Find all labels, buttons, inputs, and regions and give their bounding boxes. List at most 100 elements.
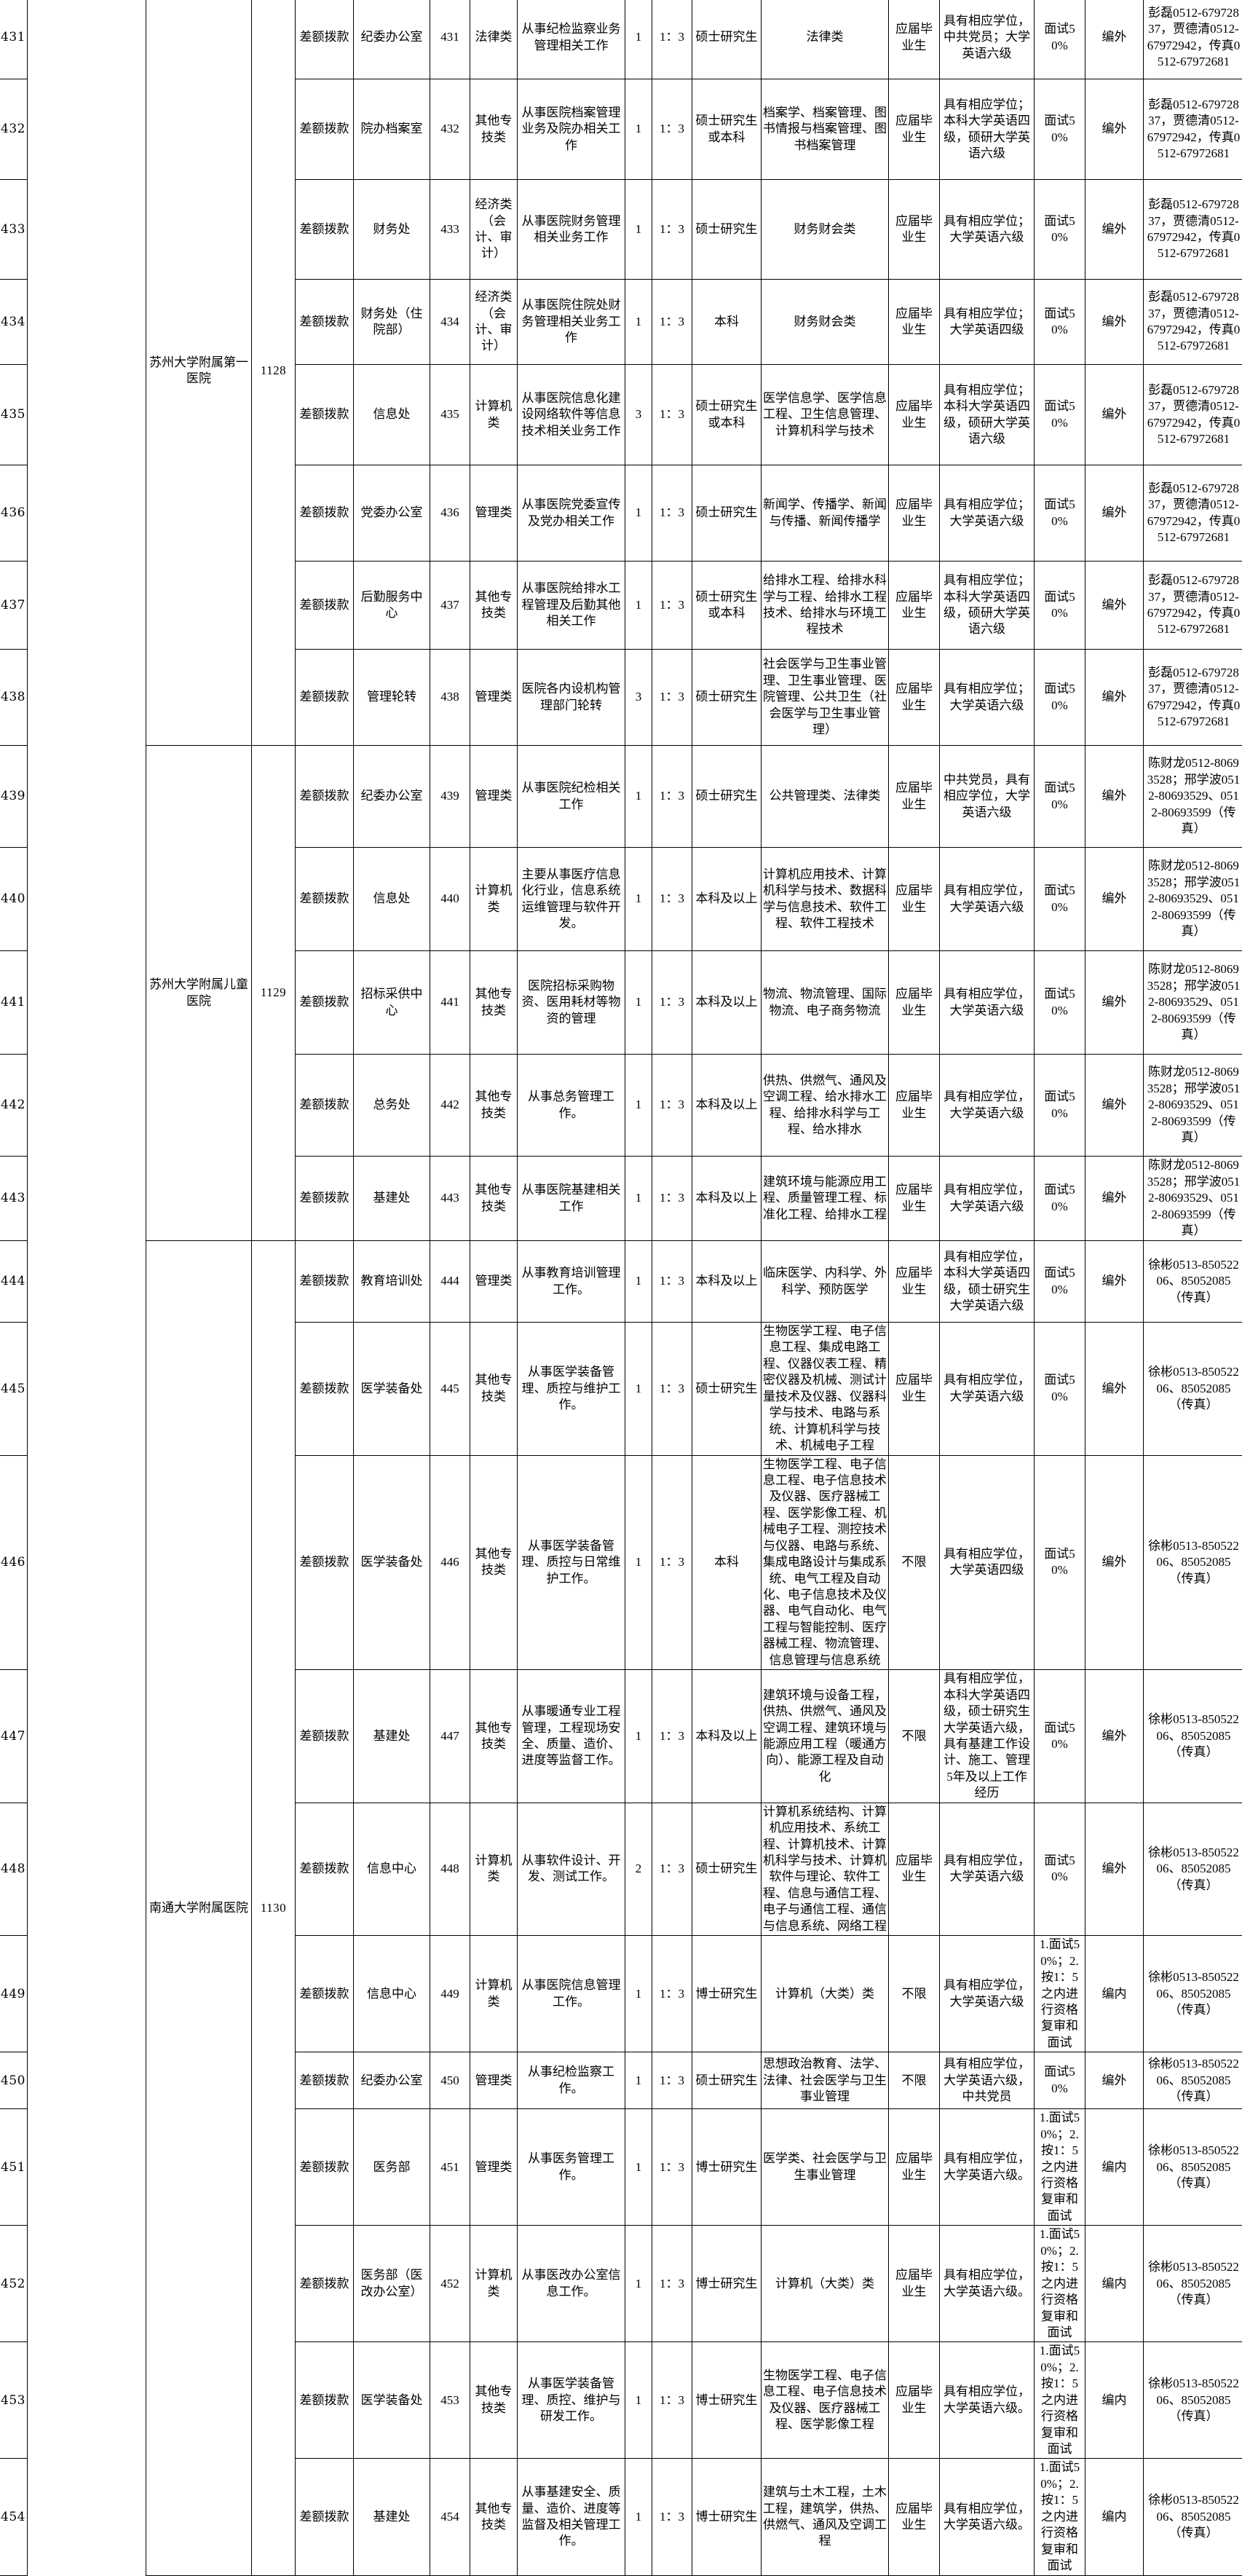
cell-exam-form: 面试50% [1035,2052,1085,2109]
cell-funding-type: 差额拨款 [296,1936,354,2052]
cell-funding-type: 差额拨款 [296,1157,354,1241]
cell-other-requirements: 具有相应学位；大学英语六级 [940,650,1035,746]
cell-job-code: 442 [430,1055,470,1157]
cell-funding-type: 差额拨款 [296,2052,354,2109]
cell-funding-type: 差额拨款 [296,2109,354,2226]
cell-other-requirements: 具有相应学位；大学英语四级 [940,280,1035,365]
cell-other-requirements: 具有相应学位，大学英语六级 [940,1055,1035,1157]
cell-row-number: 454 [0,2459,28,2575]
cell-graduate-type: 应届毕业生 [889,951,940,1055]
cell-org-name: 南通大学附属医院 [146,1241,252,2576]
cell-education: 硕士研究生 [692,746,762,848]
cell-job-duty: 从事医院档案管理业务及院办相关工作 [518,79,625,180]
cell-exam-ratio: 1：3 [652,2342,692,2459]
cell-openings-count: 1 [625,1455,652,1670]
cell-department: 总务处 [354,1055,430,1157]
cell-education: 硕士研究生 [692,1803,762,1936]
cell-exam-ratio: 1：3 [652,465,692,562]
cell-parent-unit-merged [28,0,146,2575]
cell-other-requirements: 具有相应学位，大学英语六级。 [940,2459,1035,2575]
cell-other-requirements: 具有相应学位，大学英语六级。 [940,2342,1035,2459]
cell-other-requirements: 具有相应学位；本科大学英语四级，硕研大学英语六级 [940,79,1035,180]
cell-job-duty: 从事暖通专业工程管理，工程现场安全、质量、造价、进度等监督工作。 [518,1670,625,1803]
cell-job-duty: 从事医务管理工作。 [518,2109,625,2226]
cell-education: 硕士研究生 [692,2052,762,2109]
cell-exam-ratio: 1：3 [652,1241,692,1323]
cell-row-number: 448 [0,1803,28,1936]
cell-exam-ratio: 1：3 [652,1323,692,1456]
cell-exam-form: 面试50% [1035,280,1085,365]
cell-job-code: 448 [430,1803,470,1936]
cell-majors: 财务财会类 [762,180,889,280]
cell-job-code: 440 [430,848,470,951]
cell-graduate-type: 不限 [889,2052,940,2109]
cell-job-duty: 从事医学装备管理、质控、维护与研发工作。 [518,2342,625,2459]
cell-majors: 建筑环境与能源应用工程、质量管理工程、标准化工程、给排水工程 [762,1157,889,1241]
cell-graduate-type: 应届毕业生 [889,180,940,280]
cell-department: 信息中心 [354,1803,430,1936]
cell-staffing-note: 编外 [1085,365,1144,465]
cell-openings-count: 1 [625,2342,652,2459]
cell-row-number: 446 [0,1455,28,1670]
cell-graduate-type: 应届毕业生 [889,465,940,562]
cell-graduate-type: 应届毕业生 [889,365,940,465]
cell-graduate-type: 应届毕业生 [889,2109,940,2226]
cell-department: 医学装备处 [354,1323,430,1456]
cell-row-number: 432 [0,79,28,180]
cell-education: 硕士研究生 [692,465,762,562]
cell-job-duty: 从事医改办公室信息工作。 [518,2226,625,2342]
cell-graduate-type: 应届毕业生 [889,1323,940,1456]
cell-contact-phone: 彭磊0512-67972837，贾德清0512-67972942，传真0512-… [1144,365,1242,465]
cell-openings-count: 1 [625,2459,652,2575]
cell-staffing-note: 编外 [1085,1803,1144,1936]
cell-contact-phone: 彭磊0512-67972837，贾德清0512-67972942，传真0512-… [1144,79,1242,180]
cell-job-category: 其他专技类 [470,562,518,650]
cell-majors: 供热、供燃气、通风及空调工程、给水排水工程、给排水科学与工程、给水排水 [762,1055,889,1157]
cell-job-category: 经济类（会计、审计） [470,280,518,365]
cell-funding-type: 差额拨款 [296,746,354,848]
cell-graduate-type: 应届毕业生 [889,562,940,650]
cell-exam-form: 面试50% [1035,1241,1085,1323]
cell-exam-form: 面试50% [1035,746,1085,848]
cell-other-requirements: 具有相应学位；大学英语六级 [940,465,1035,562]
cell-education: 硕士研究生 [692,1323,762,1456]
cell-openings-count: 1 [625,1936,652,2052]
cell-majors: 计算机应用技术、计算机科学与技术、数据科学与信息技术、软件工程、软件工程技术 [762,848,889,951]
cell-job-code: 431 [430,0,470,79]
cell-contact-phone: 徐彬0513-85052206、85052085（传真） [1144,1455,1242,1670]
cell-job-category: 计算机类 [470,848,518,951]
cell-majors: 财务财会类 [762,280,889,365]
cell-funding-type: 差额拨款 [296,650,354,746]
cell-exam-ratio: 1：3 [652,79,692,180]
cell-department: 基建处 [354,2459,430,2575]
cell-majors: 医学类、社会医学与卫生事业管理 [762,2109,889,2226]
cell-funding-type: 差额拨款 [296,180,354,280]
cell-exam-form: 面试50% [1035,465,1085,562]
cell-exam-form: 面试50% [1035,1055,1085,1157]
cell-job-code: 453 [430,2342,470,2459]
cell-staffing-note: 编外 [1085,2052,1144,2109]
cell-exam-form: 1.面试50%；2.按1：5之内进行资格复审和面试 [1035,2459,1085,2575]
cell-openings-count: 1 [625,180,652,280]
cell-row-number: 452 [0,2226,28,2342]
cell-job-duty: 从事纪检监察工作。 [518,2052,625,2109]
cell-job-code: 454 [430,2459,470,2575]
cell-job-duty: 医院各内设机构管理部门轮转 [518,650,625,746]
cell-funding-type: 差额拨款 [296,2342,354,2459]
cell-department: 信息处 [354,848,430,951]
cell-job-code: 435 [430,365,470,465]
cell-graduate-type: 不限 [889,1936,940,2052]
cell-org-name: 苏州大学附属儿童医院 [146,746,252,1241]
cell-openings-count: 3 [625,650,652,746]
cell-education: 博士研究生 [692,2342,762,2459]
cell-job-category: 管理类 [470,746,518,848]
cell-funding-type: 差额拨款 [296,0,354,79]
cell-job-category: 计算机类 [470,1803,518,1936]
cell-graduate-type: 不限 [889,1455,940,1670]
cell-openings-count: 1 [625,0,652,79]
cell-row-number: 435 [0,365,28,465]
cell-graduate-type: 应届毕业生 [889,280,940,365]
cell-staffing-note: 编外 [1085,180,1144,280]
cell-contact-phone: 徐彬0513-85052206、85052085（传真） [1144,2342,1242,2459]
